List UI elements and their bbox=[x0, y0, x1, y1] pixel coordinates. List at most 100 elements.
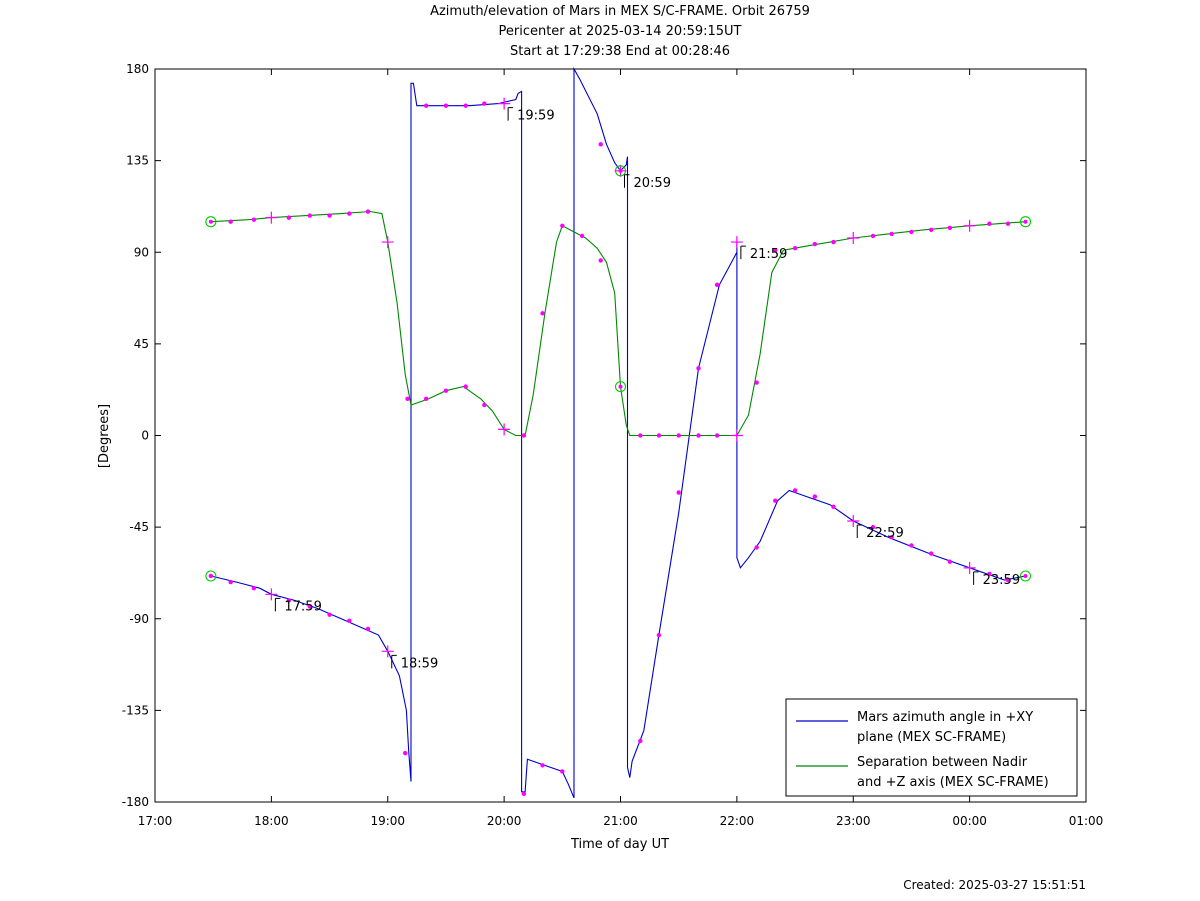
time-label: 22:59 bbox=[866, 526, 903, 541]
data-point-separation bbox=[871, 234, 875, 238]
data-point-separation bbox=[405, 397, 409, 401]
data-point-separation bbox=[444, 389, 448, 393]
data-point-separation bbox=[754, 380, 758, 384]
data-point-separation bbox=[287, 215, 291, 219]
series-line-separation bbox=[211, 212, 1026, 436]
x-tick-label: 00:00 bbox=[952, 814, 987, 828]
data-point-separation bbox=[793, 246, 797, 250]
data-point-separation bbox=[327, 213, 331, 217]
data-point-azimuth bbox=[793, 488, 797, 492]
hour-marker-separation bbox=[731, 430, 743, 442]
series-line-azimuth bbox=[211, 69, 1026, 798]
data-point-azimuth bbox=[715, 283, 719, 287]
data-point-azimuth bbox=[638, 739, 642, 743]
y-tick-label: -45 bbox=[129, 520, 149, 534]
data-series: 17:59 18:59 19:59 20:59 21:59 22:59 23:59 bbox=[206, 69, 1031, 798]
time-label: 23:59 bbox=[983, 573, 1020, 588]
data-point-azimuth bbox=[619, 169, 623, 173]
legend-label-separation-line-1: Separation between Nadir bbox=[857, 755, 1028, 770]
data-point-separation bbox=[522, 433, 526, 437]
x-tick-label: 22:00 bbox=[720, 814, 755, 828]
data-point-separation bbox=[560, 224, 564, 228]
y-tick-label: -180 bbox=[122, 795, 149, 809]
y-tick-label: 135 bbox=[126, 154, 149, 168]
data-point-separation bbox=[252, 217, 256, 221]
data-point-separation bbox=[929, 228, 933, 232]
data-point-azimuth bbox=[424, 103, 428, 107]
data-point-separation bbox=[209, 220, 213, 224]
data-point-separation bbox=[909, 230, 913, 234]
data-point-separation bbox=[580, 234, 584, 238]
data-point-separation bbox=[715, 433, 719, 437]
data-point-separation bbox=[347, 211, 351, 215]
data-point-separation bbox=[228, 220, 232, 224]
time-label: 17:59 bbox=[284, 599, 321, 614]
y-tick-label: 45 bbox=[134, 337, 149, 351]
data-point-azimuth bbox=[599, 142, 603, 146]
x-tick-label: 20:00 bbox=[487, 814, 522, 828]
data-point-separation bbox=[948, 226, 952, 230]
x-tick-label: 19:00 bbox=[370, 814, 405, 828]
x-tick-label: 18:00 bbox=[254, 814, 289, 828]
legend-label-separation-line-2: and +Z axis (MEX SC-FRAME) bbox=[857, 775, 1049, 790]
data-point-separation bbox=[619, 385, 623, 389]
y-tick-label: -90 bbox=[129, 612, 149, 626]
data-point-separation bbox=[424, 397, 428, 401]
time-label: 21:59 bbox=[750, 247, 787, 262]
data-point-azimuth bbox=[522, 792, 526, 796]
data-point-separation bbox=[638, 433, 642, 437]
data-point-separation bbox=[482, 403, 486, 407]
data-point-azimuth bbox=[948, 560, 952, 564]
hour-marker-separation bbox=[498, 423, 510, 435]
time-label: 20:59 bbox=[634, 176, 671, 191]
time-label-tick bbox=[741, 246, 746, 259]
plot-frame bbox=[155, 69, 1086, 802]
data-point-separation bbox=[308, 213, 312, 217]
x-tick-label: 21:00 bbox=[603, 814, 638, 828]
data-point-azimuth bbox=[696, 366, 700, 370]
data-point-azimuth bbox=[252, 586, 256, 590]
hour-marker-separation bbox=[382, 236, 394, 248]
data-point-separation bbox=[676, 433, 680, 437]
time-label-tick bbox=[275, 598, 280, 611]
x-axis-label: Time of day UT bbox=[570, 837, 669, 852]
data-point-azimuth bbox=[540, 763, 544, 767]
data-point-azimuth bbox=[347, 619, 351, 623]
data-point-azimuth bbox=[831, 505, 835, 509]
data-point-separation bbox=[657, 433, 661, 437]
data-point-azimuth bbox=[909, 543, 913, 547]
legend-label-azimuth-line-2: plane (MEX SC-FRAME) bbox=[857, 730, 1006, 745]
y-tick-label: -135 bbox=[122, 703, 149, 717]
y-axis-label: [Degrees] bbox=[97, 404, 112, 468]
data-point-azimuth bbox=[366, 627, 370, 631]
data-point-azimuth bbox=[228, 580, 232, 584]
data-point-azimuth bbox=[773, 498, 777, 502]
time-label: 18:59 bbox=[401, 656, 438, 671]
data-point-separation bbox=[464, 384, 468, 388]
time-label: 19:59 bbox=[517, 109, 554, 124]
data-point-azimuth bbox=[209, 574, 213, 578]
data-point-azimuth bbox=[464, 103, 468, 107]
data-point-azimuth bbox=[327, 612, 331, 616]
data-point-separation bbox=[599, 258, 603, 262]
data-point-azimuth bbox=[754, 545, 758, 549]
data-point-separation bbox=[889, 232, 893, 236]
data-point-separation bbox=[1023, 220, 1027, 224]
data-point-azimuth bbox=[929, 551, 933, 555]
data-point-azimuth bbox=[560, 769, 564, 773]
data-point-separation bbox=[1006, 222, 1010, 226]
y-tick-label: 0 bbox=[141, 429, 149, 443]
x-tick-label: 17:00 bbox=[138, 814, 173, 828]
x-tick-label: 23:00 bbox=[836, 814, 871, 828]
y-tick-label: 90 bbox=[134, 245, 149, 259]
time-label-tick bbox=[974, 572, 979, 585]
y-tick-label: 180 bbox=[126, 62, 149, 76]
data-point-separation bbox=[540, 311, 544, 315]
data-point-azimuth bbox=[444, 103, 448, 107]
data-point-separation bbox=[987, 222, 991, 226]
data-point-azimuth bbox=[676, 490, 680, 494]
time-label-tick bbox=[857, 525, 862, 538]
data-point-separation bbox=[366, 209, 370, 213]
time-label-tick bbox=[508, 108, 513, 121]
